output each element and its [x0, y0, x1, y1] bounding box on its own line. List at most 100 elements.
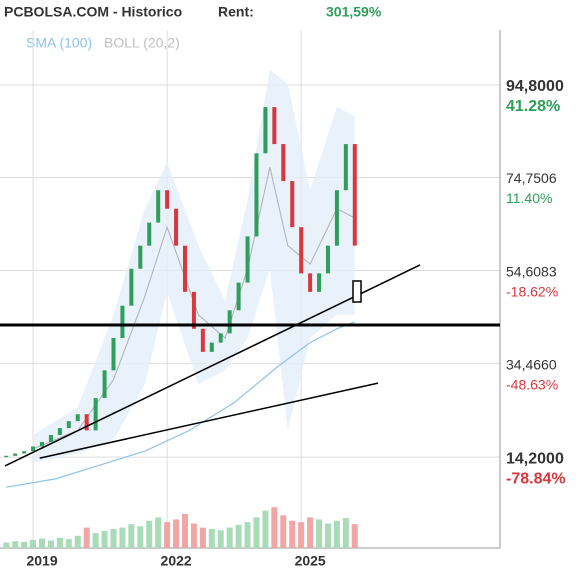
- candle-body: [191, 291, 196, 329]
- volume-bar: [351, 524, 358, 548]
- candle-body: [75, 414, 80, 422]
- candle-body: [40, 441, 45, 447]
- volume-bar: [146, 520, 153, 548]
- y-tick-label: 34,4660: [506, 356, 557, 372]
- volume-bar: [298, 522, 305, 548]
- volume-bar: [12, 541, 19, 548]
- candle-body: [236, 282, 241, 311]
- candle-body: [263, 107, 268, 154]
- y-tick-label: 14,2000: [506, 450, 564, 467]
- candle-body: [147, 222, 152, 246]
- candle-body: [31, 446, 36, 452]
- price-marker: [352, 280, 362, 303]
- candle-body: [102, 370, 107, 399]
- volume-bar: [324, 523, 331, 548]
- volume-bar: [280, 515, 287, 548]
- volume-bar: [92, 533, 99, 548]
- candle-body: [218, 333, 223, 343]
- y-tick-label: 74,7506: [506, 170, 557, 186]
- volume-bar: [307, 517, 314, 548]
- y-tick-label: 94,8000: [506, 78, 564, 95]
- volume-bar: [56, 537, 63, 548]
- volume-bar: [181, 514, 188, 548]
- candle-body: [182, 245, 187, 292]
- volume-bar: [271, 507, 278, 548]
- volume-bar: [110, 528, 117, 548]
- candle-body: [120, 305, 125, 339]
- volume-bar: [235, 524, 242, 548]
- candle-body: [254, 153, 259, 237]
- volume-bar: [101, 531, 108, 548]
- volume-bar: [164, 522, 171, 548]
- volume-bar: [74, 535, 81, 548]
- volume-bar: [83, 527, 90, 548]
- y-tick-change: -48.63%: [506, 376, 558, 392]
- volume-bar: [289, 520, 296, 548]
- boll-middle: [32, 167, 356, 450]
- volume-bar: [21, 541, 28, 548]
- candle-body: [138, 245, 143, 269]
- volume-bar: [262, 510, 269, 548]
- candle-body: [174, 208, 179, 246]
- candle-body: [334, 190, 339, 246]
- candle-body: [325, 245, 330, 274]
- volume-bar: [199, 527, 206, 548]
- trend-line: [39, 382, 379, 459]
- candle-body: [48, 434, 53, 442]
- candle-body: [66, 421, 71, 429]
- volume-bar: [155, 517, 162, 548]
- y-tick-label: 54,6083: [506, 263, 557, 279]
- candle-body: [57, 428, 62, 435]
- candle-body: [281, 144, 286, 182]
- trend-line: [4, 264, 421, 467]
- y-tick-change: -78.84%: [506, 470, 566, 487]
- candle-body: [227, 310, 232, 334]
- boll-band: [33, 70, 355, 463]
- candle-body: [299, 227, 304, 274]
- site-title: PCBOLSA.COM - Historico: [4, 4, 182, 20]
- candle-body: [4, 455, 9, 458]
- volume-bar: [190, 523, 197, 548]
- volume-bar: [30, 539, 37, 548]
- candle-body: [209, 342, 214, 352]
- candle-body: [352, 144, 357, 246]
- volume-bar: [316, 519, 323, 548]
- candle-body: [13, 453, 18, 456]
- candle-body: [290, 181, 295, 228]
- candle-body: [93, 398, 98, 431]
- volume-bar: [137, 526, 144, 548]
- volume-bar: [342, 518, 349, 548]
- volume-bar: [173, 519, 180, 548]
- x-tick-label: 2025: [295, 553, 326, 569]
- rent-value: 301,59%: [326, 4, 382, 20]
- volume-bar: [39, 538, 46, 548]
- candle-body: [272, 107, 277, 145]
- volume-bar: [119, 527, 126, 548]
- volume-bar: [208, 528, 215, 548]
- legend-boll: BOLL (20,2): [104, 35, 180, 51]
- volume-bar: [226, 527, 233, 548]
- candle-body: [84, 414, 89, 431]
- sma-line: [6, 321, 355, 488]
- volume-bar: [217, 530, 224, 548]
- x-tick-label: 2022: [161, 553, 192, 569]
- y-tick-change: -18.62%: [506, 283, 558, 299]
- x-tick-label: 2019: [26, 553, 57, 569]
- candle-body: [317, 273, 322, 292]
- volume-bar: [47, 540, 54, 548]
- candle-body: [245, 236, 250, 283]
- candle-body: [308, 273, 313, 292]
- volume-bar: [333, 520, 340, 548]
- volume-bar: [253, 517, 260, 548]
- candle-body: [156, 190, 161, 223]
- candle-body: [111, 338, 116, 371]
- volume-bar: [244, 522, 251, 548]
- volume-bar: [3, 542, 10, 548]
- rent-label: Rent:: [218, 4, 254, 20]
- candle-body: [22, 451, 27, 454]
- legend-sma: SMA (100): [26, 35, 92, 51]
- candle-body: [200, 328, 205, 352]
- candle-body: [129, 268, 134, 306]
- y-tick-change: 41.28%: [506, 98, 560, 115]
